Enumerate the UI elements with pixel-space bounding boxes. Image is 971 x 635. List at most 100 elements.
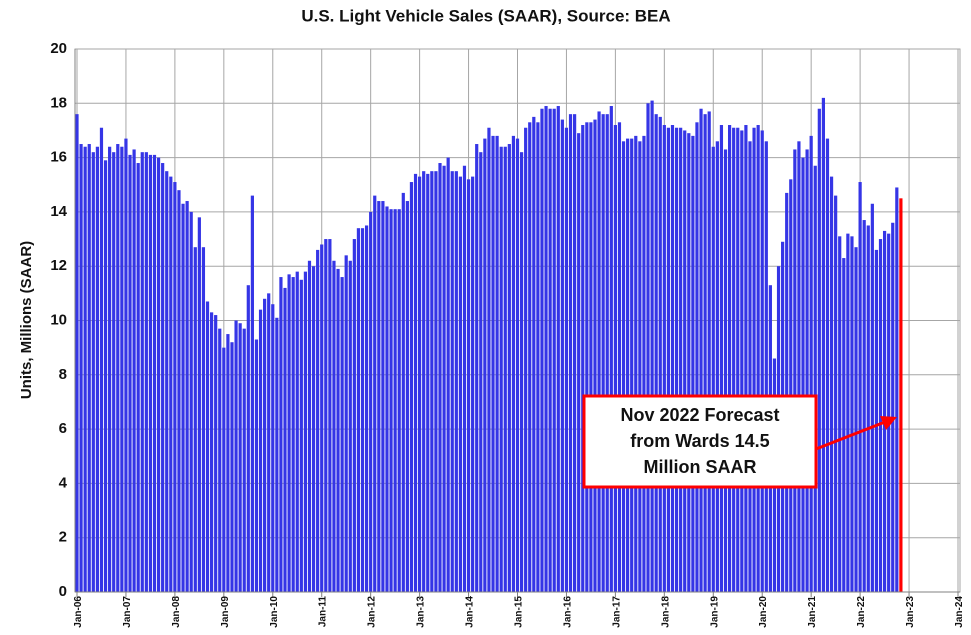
bar (275, 317, 279, 592)
bar (320, 244, 324, 593)
bar (683, 130, 687, 592)
bar (711, 146, 715, 593)
annotation-text: from Wards 14.5 (630, 431, 769, 451)
bar (258, 309, 263, 592)
bar (458, 176, 462, 593)
bar (536, 122, 540, 593)
bar (573, 114, 577, 592)
bar (393, 209, 397, 592)
bar (703, 114, 707, 592)
bar (116, 144, 120, 592)
bar (254, 339, 259, 592)
y-axis-label: Units, Millions (SAAR) (18, 241, 35, 399)
bar (752, 127, 756, 593)
bar (846, 233, 850, 592)
bar (332, 260, 336, 592)
bar (487, 127, 491, 593)
bar (242, 328, 246, 592)
bar (352, 239, 356, 593)
x-tick-label: Jan-18 (660, 596, 671, 628)
bar (356, 228, 361, 592)
bar (161, 163, 165, 592)
bar (75, 114, 79, 592)
bar (87, 144, 91, 592)
x-tick-label: Jan-23 (905, 596, 916, 628)
bar (132, 149, 136, 592)
bar (103, 160, 108, 592)
bar (854, 247, 858, 592)
bar (548, 108, 552, 592)
bar (197, 217, 201, 592)
bar (148, 154, 153, 592)
bar (120, 146, 124, 593)
bar (475, 144, 479, 592)
bar (442, 165, 446, 592)
x-tick-label: Jan-08 (171, 596, 182, 628)
bar (507, 144, 511, 592)
bar (226, 334, 230, 592)
y-tick-label: 2 (59, 529, 67, 546)
bar (389, 209, 393, 592)
bar (279, 277, 283, 592)
bar (797, 141, 801, 592)
y-tick-label: 0 (59, 583, 67, 600)
x-tick-label: Jan-11 (318, 596, 329, 628)
bar (271, 304, 275, 592)
bar (638, 141, 642, 592)
bar (715, 141, 719, 592)
bar (291, 277, 295, 592)
bar (462, 165, 467, 592)
y-tick-label: 16 (50, 149, 67, 166)
bar (471, 176, 475, 593)
bar (532, 116, 536, 592)
bar (491, 135, 495, 592)
x-tick-label: Jan-24 (954, 596, 965, 628)
bar (662, 125, 666, 593)
bar (287, 274, 291, 592)
bar (687, 133, 691, 593)
bar (246, 285, 250, 592)
bar (813, 165, 817, 592)
x-tick-label: Jan-12 (367, 596, 378, 628)
bar (834, 195, 838, 593)
bar (882, 230, 887, 592)
x-tick-label: Jan-06 (73, 596, 84, 628)
bar (736, 127, 740, 593)
bar (218, 328, 222, 592)
bar (193, 247, 197, 592)
bar (740, 130, 744, 592)
bar (344, 255, 348, 592)
bar (654, 114, 658, 592)
x-tick-label: Jan-15 (514, 596, 525, 628)
bar (630, 138, 634, 592)
bar (809, 135, 813, 592)
chart-title: U.S. Light Vehicle Sales (SAAR), Source:… (301, 6, 670, 25)
bar (495, 135, 499, 592)
bar (91, 152, 95, 593)
bar (340, 277, 344, 592)
bar (263, 298, 267, 592)
bar (556, 106, 560, 592)
bar (283, 287, 287, 592)
bar (95, 146, 99, 593)
bar (413, 173, 418, 592)
bar (609, 106, 613, 592)
bar (165, 171, 169, 593)
bar (434, 171, 438, 593)
y-tick-label: 18 (50, 94, 67, 111)
bar (189, 211, 193, 592)
bar (307, 260, 312, 592)
bar (201, 247, 206, 592)
y-tick-label: 20 (50, 40, 67, 57)
bar (426, 173, 430, 592)
x-tick-label: Jan-14 (465, 596, 476, 628)
bar (234, 320, 238, 592)
bar (483, 138, 487, 592)
bar (601, 114, 605, 592)
bar (817, 108, 821, 592)
bar (430, 171, 434, 593)
bar (401, 192, 405, 592)
annotation: Nov 2022 Forecast from Wards 14.5 Million… (582, 394, 897, 489)
bar (760, 130, 764, 592)
bar (369, 211, 373, 592)
